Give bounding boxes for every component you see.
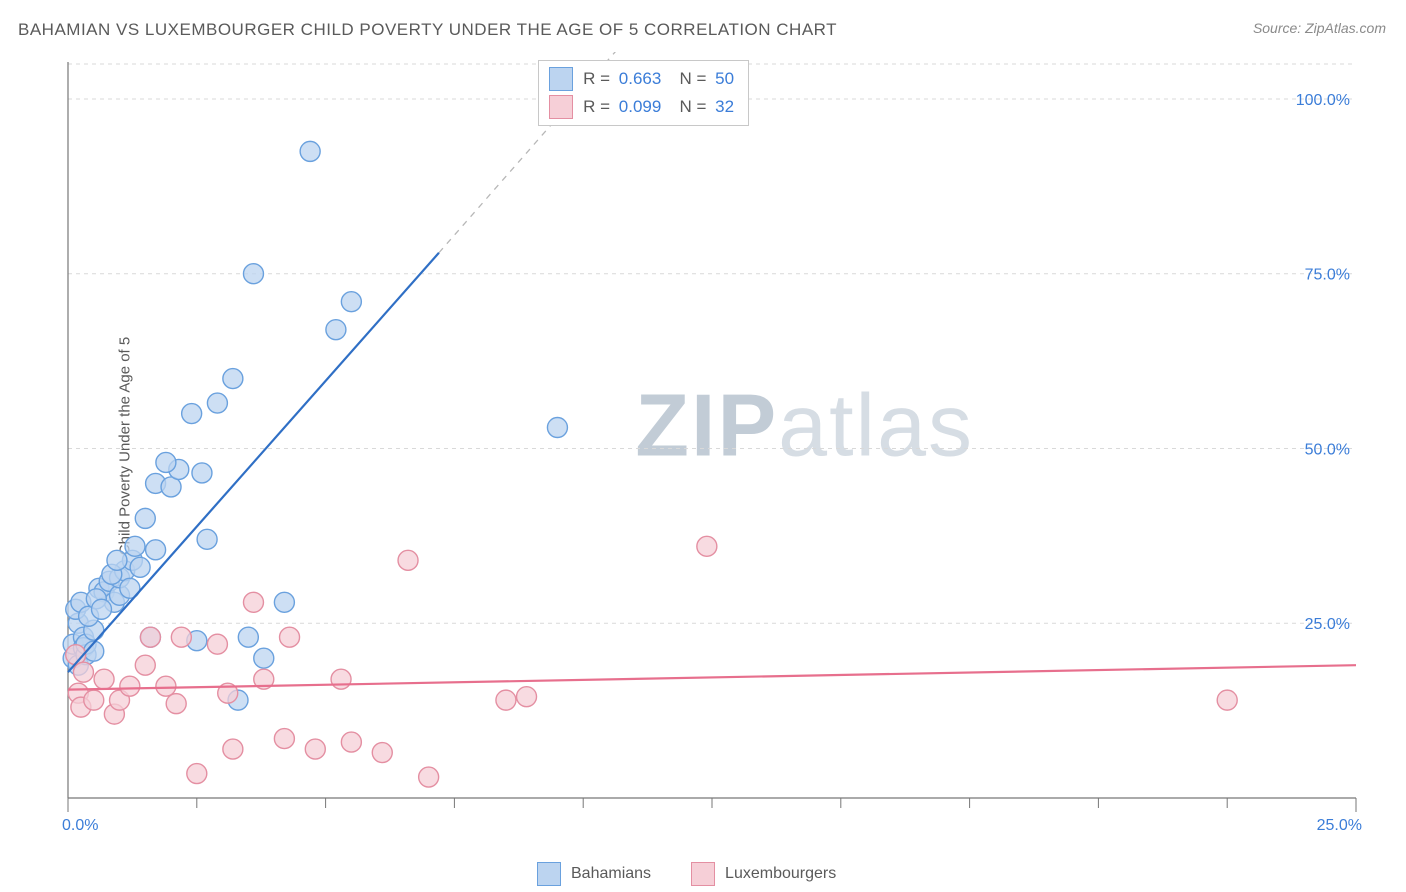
chart-title: BAHAMIAN VS LUXEMBOURGER CHILD POVERTY U… (18, 20, 837, 40)
svg-text:25.0%: 25.0% (1317, 817, 1362, 832)
svg-text:75.0%: 75.0% (1305, 267, 1350, 284)
source-label: Source: ZipAtlas.com (1253, 20, 1386, 36)
legend-label: Bahamians (571, 865, 651, 883)
legend-swatch (537, 862, 561, 886)
svg-text:0.0%: 0.0% (62, 817, 98, 832)
legend: Bahamians Luxembourgers (537, 862, 836, 886)
stats-text: R = 0.099 N = 32 (583, 93, 738, 121)
stats-row: R = 0.663 N = 50 (549, 65, 738, 93)
correlation-stats-box: R = 0.663 N = 50R = 0.099 N = 32 (538, 60, 749, 126)
stats-text: R = 0.663 N = 50 (583, 65, 738, 93)
legend-swatch (691, 862, 715, 886)
scatter-chart: 25.0% 50.0% 75.0% 100.0% 0.0% 25.0% R = 0.663… (50, 52, 1386, 832)
svg-text:25.0%: 25.0% (1305, 616, 1350, 633)
stats-swatch (549, 95, 573, 119)
legend-item: Luxembourgers (691, 862, 836, 886)
legend-item: Bahamians (537, 862, 651, 886)
chart-svg: 25.0% 50.0% 75.0% 100.0% 0.0% 25.0% (50, 52, 1386, 832)
svg-text:100.0%: 100.0% (1296, 92, 1350, 109)
stats-row: R = 0.099 N = 32 (549, 93, 738, 121)
legend-label: Luxembourgers (725, 865, 836, 883)
svg-text:50.0%: 50.0% (1305, 441, 1350, 458)
stats-swatch (549, 67, 573, 91)
